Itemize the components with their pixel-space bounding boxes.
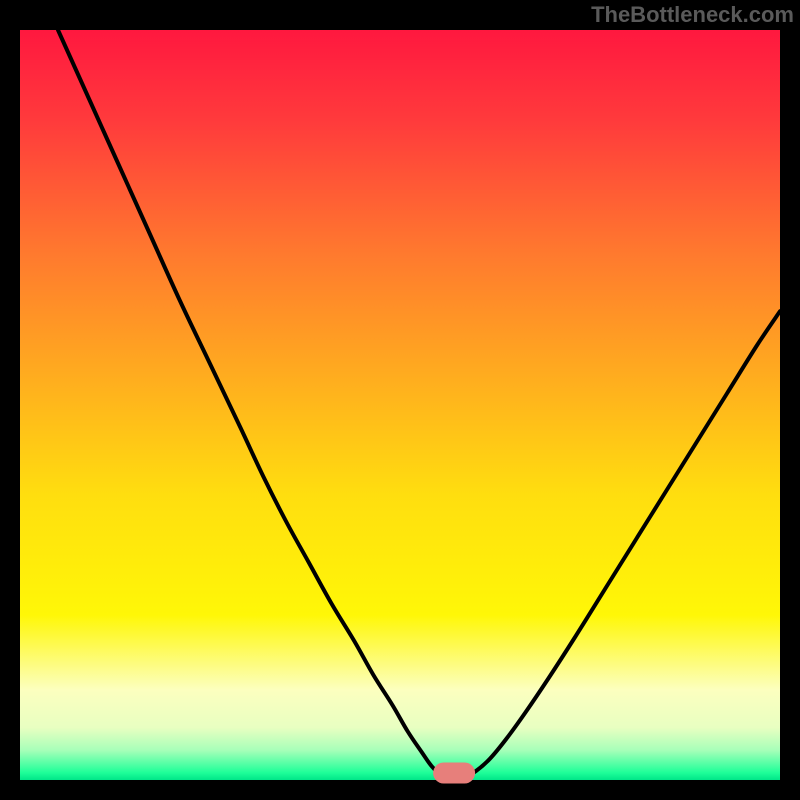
chart-container: TheBottleneck.com — [0, 0, 800, 800]
curve-path — [58, 30, 780, 780]
optimal-marker — [433, 762, 475, 783]
plot-area — [20, 30, 780, 780]
bottleneck-curve — [20, 30, 780, 780]
watermark-text: TheBottleneck.com — [591, 2, 794, 28]
